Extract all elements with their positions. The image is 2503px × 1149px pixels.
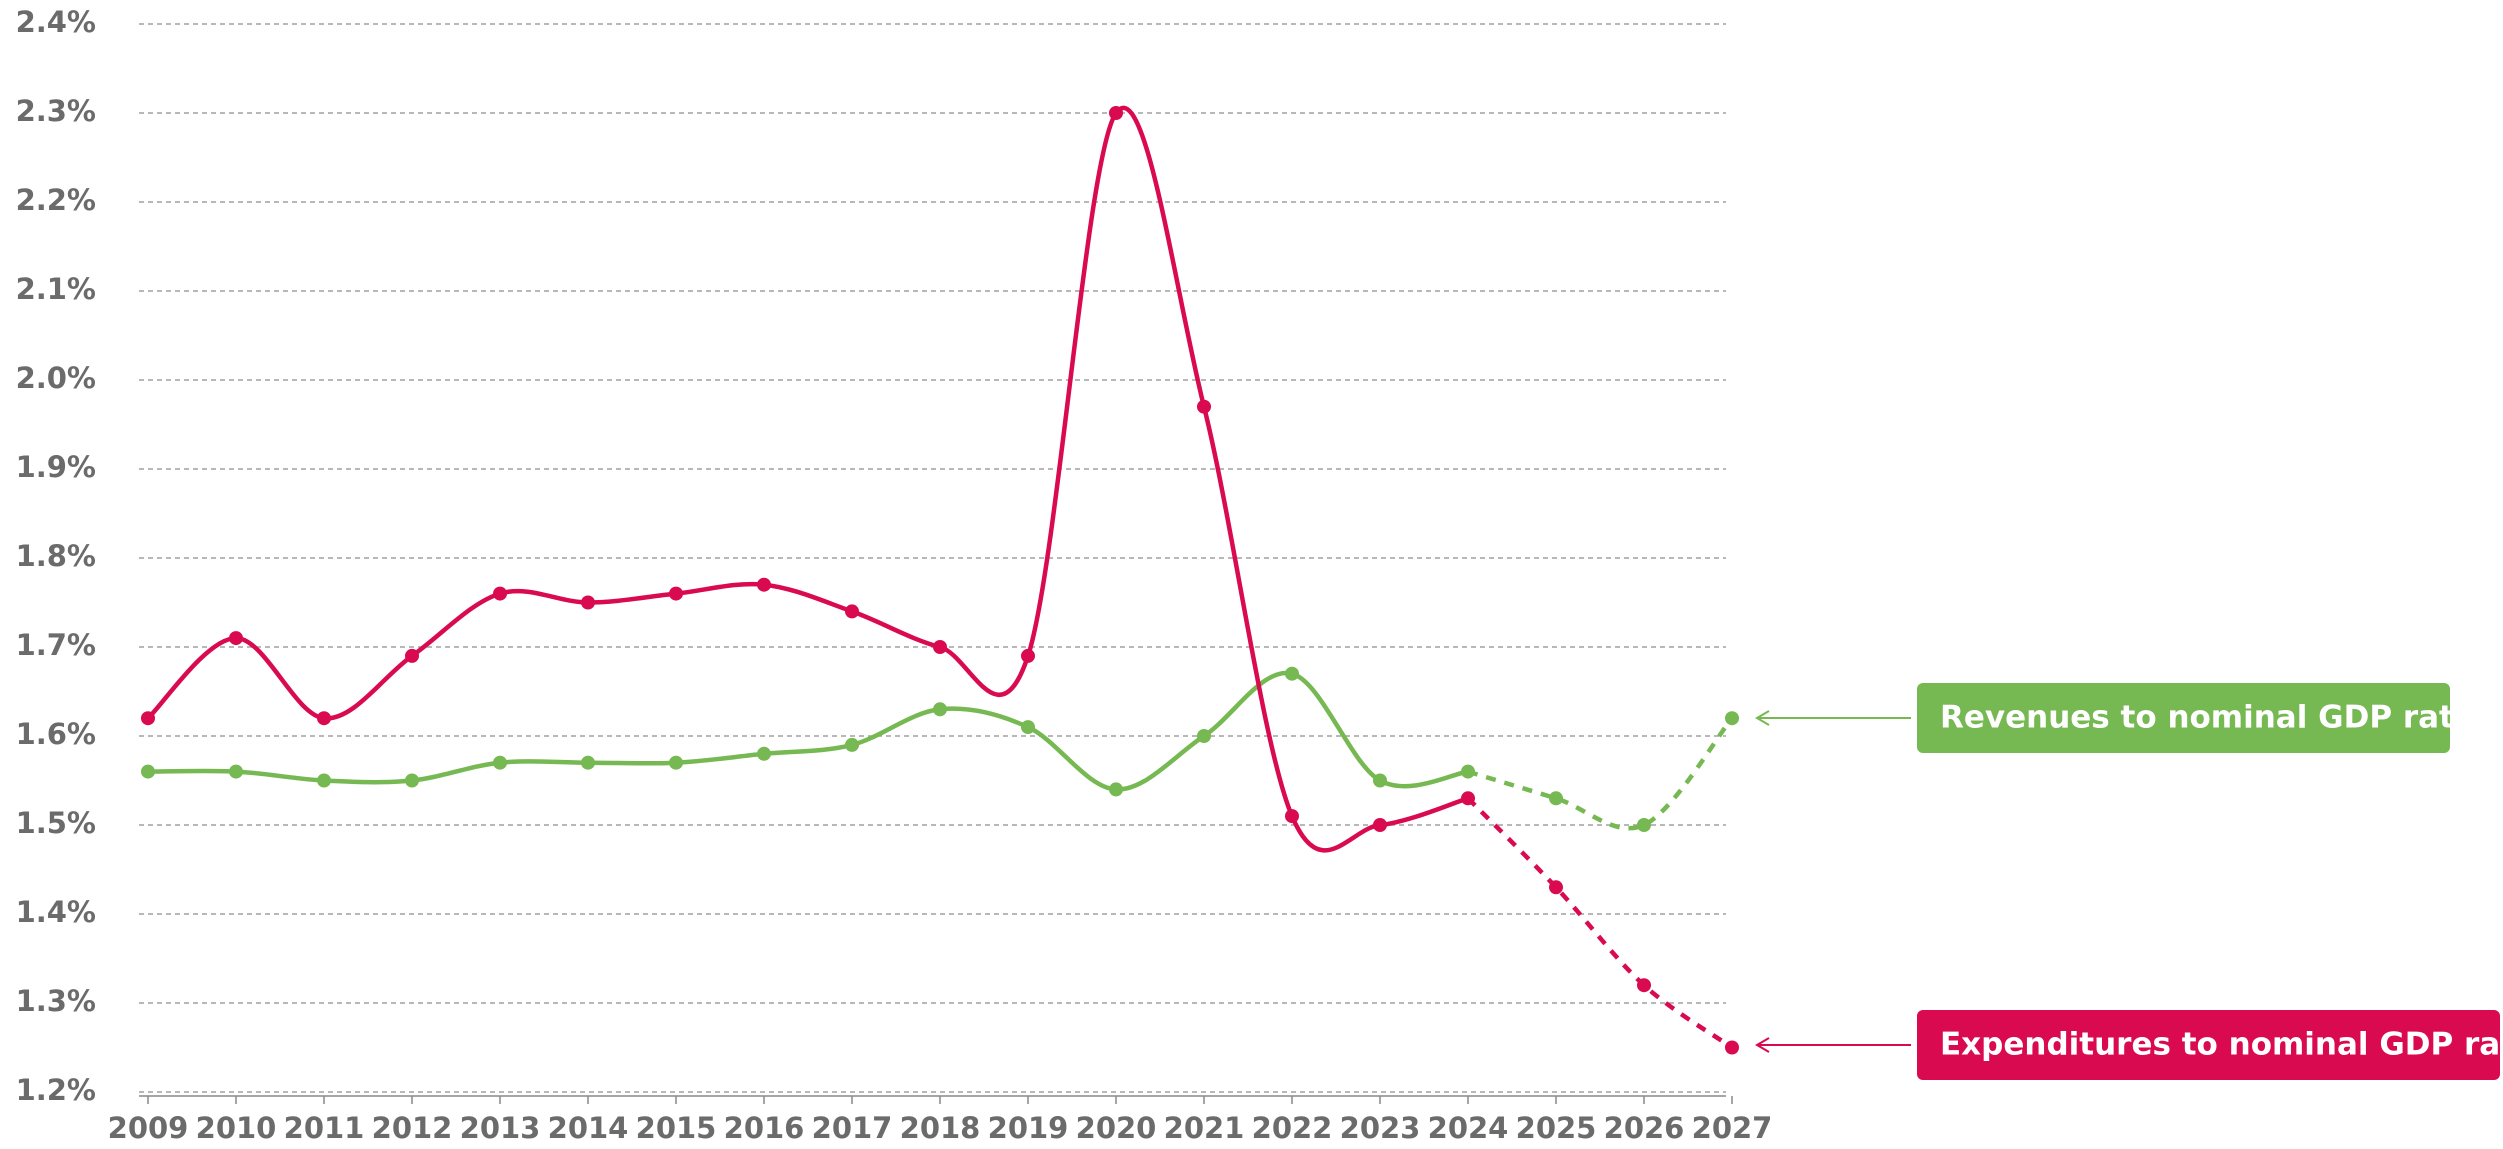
y-tick-label: 1.4% — [16, 895, 96, 929]
point — [1373, 818, 1387, 832]
point — [581, 755, 595, 770]
line — [147, 670, 1469, 792]
legend-box — [1917, 683, 2450, 753]
point — [1109, 106, 1123, 120]
point — [757, 577, 771, 592]
line-projection — [1467, 716, 1734, 831]
x-tick-label: 2016 — [724, 1111, 805, 1145]
x-tick-label: 2009 — [108, 1111, 189, 1145]
point — [669, 586, 683, 601]
line — [146, 105, 1469, 853]
x-tick-label: 2015 — [636, 1111, 717, 1145]
point — [1021, 648, 1035, 663]
point — [1725, 711, 1739, 726]
x-tick-label: 2023 — [1340, 1111, 1421, 1145]
point — [1549, 791, 1563, 806]
x-tick-label: 2017 — [812, 1111, 893, 1145]
point — [493, 755, 507, 770]
point — [141, 764, 155, 779]
point — [317, 711, 331, 726]
y-tick-label: 1.3% — [16, 984, 96, 1018]
x-tick-label: 2027 — [1692, 1111, 1773, 1145]
point — [405, 773, 419, 788]
y-tick-label: 1.9% — [16, 450, 96, 484]
point — [229, 631, 243, 646]
y-tick-label: 1.7% — [16, 628, 96, 662]
point — [1461, 764, 1475, 779]
y-tick-label: 2.2% — [16, 183, 96, 217]
point — [933, 640, 947, 654]
x-tick-label: 2019 — [988, 1111, 1069, 1145]
point — [1197, 729, 1211, 743]
x-tick-label: 2022 — [1252, 1111, 1333, 1145]
legend-label: Expenditures to nominal GDP ratio — [1940, 1027, 2503, 1063]
legend-arrowhead — [1755, 1037, 1770, 1053]
point — [1637, 978, 1651, 993]
x-tick-label: 2013 — [460, 1111, 541, 1145]
point — [1373, 773, 1387, 788]
point — [493, 586, 507, 601]
x-tick-label: 2011 — [284, 1111, 365, 1145]
point — [933, 702, 947, 717]
x-tick-label: 2026 — [1604, 1111, 1685, 1145]
point — [581, 595, 595, 610]
x-tick-label: 2014 — [548, 1111, 629, 1145]
point — [1021, 720, 1035, 735]
point — [1285, 809, 1299, 824]
point — [1461, 791, 1475, 806]
point — [845, 737, 859, 752]
point — [141, 711, 155, 726]
y-tick-label: 1.5% — [16, 806, 96, 840]
y-tick-label: 2.4% — [16, 5, 96, 39]
y-tick-label: 1.2% — [16, 1073, 96, 1107]
point — [1197, 399, 1211, 414]
x-tick-label: 2010 — [196, 1111, 277, 1145]
point — [845, 604, 859, 619]
point — [1725, 1040, 1739, 1055]
point — [317, 773, 331, 788]
legend-arrowhead — [1755, 710, 1770, 726]
point — [405, 648, 419, 663]
y-tick-label: 1.8% — [16, 539, 96, 573]
y-tick-label: 2.1% — [16, 272, 96, 306]
legend-box — [1917, 1010, 2500, 1080]
point — [669, 755, 683, 770]
x-tick-label: 2024 — [1428, 1111, 1509, 1145]
y-tick-label: 2.0% — [16, 361, 96, 395]
x-tick-label: 2020 — [1076, 1111, 1157, 1145]
x-tick-label: 2025 — [1516, 1111, 1597, 1145]
x-tick-label: 2012 — [372, 1111, 453, 1145]
point — [229, 764, 243, 779]
y-tick-label: 2.3% — [16, 94, 96, 128]
point — [1109, 782, 1123, 797]
point — [1285, 666, 1299, 681]
point — [1637, 818, 1651, 832]
x-tick-label: 2018 — [900, 1111, 981, 1145]
y-tick-label: 1.6% — [16, 717, 96, 751]
x-tick-label: 2021 — [1164, 1111, 1245, 1145]
point — [757, 746, 771, 761]
line-projection — [1466, 796, 1734, 1050]
point — [1549, 880, 1563, 895]
legend-label: Revenues to nominal GDP ratio — [1940, 700, 2486, 736]
